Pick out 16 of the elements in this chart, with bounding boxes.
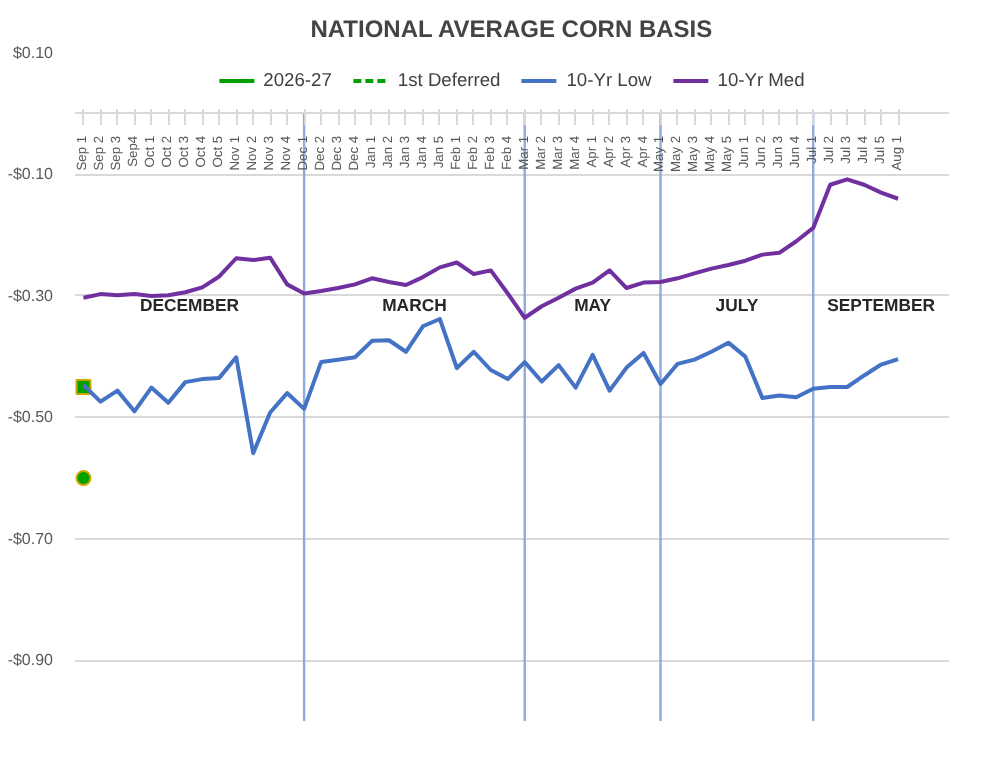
annotation: MARCH [382,295,447,316]
legend-label: 10-Yr Low [566,70,652,90]
y-tick-label: -$0.70 [7,529,55,548]
annotation: SEPTEMBER [827,295,937,316]
y-tick-label: $0.10 [12,44,55,62]
legend-label: 1st Deferred [397,70,501,90]
y-tick-label: -$0.90 [7,651,55,670]
y-tick-label: -$0.50 [7,408,55,427]
annotation: MAY [574,295,612,316]
chart-title: NATIONAL AVERAGE CORN BASIS [310,15,713,43]
legend-label: 2026-27 [263,70,332,90]
legend-label: 10-Yr Med [717,70,805,90]
y-tick-label: -$0.10 [7,165,55,184]
y-tick-label: -$0.30 [7,286,55,305]
annotation: JULY [715,295,759,316]
annotation: DECEMBER [140,295,241,316]
